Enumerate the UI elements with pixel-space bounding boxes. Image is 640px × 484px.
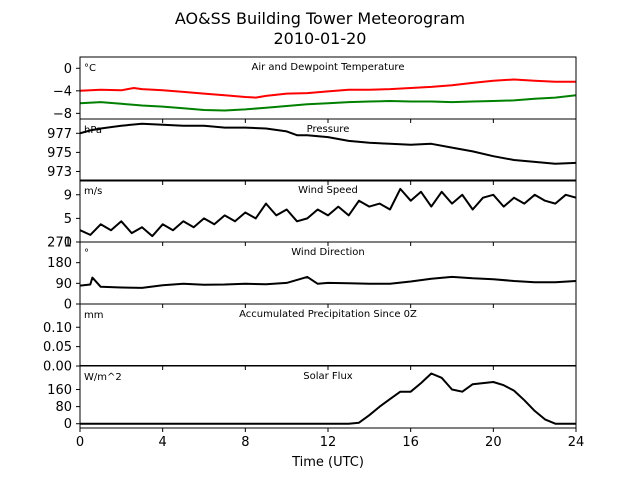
y-tick-label: 270 xyxy=(47,236,72,251)
y-tick-label: 0.05 xyxy=(43,340,72,355)
y-tick-label: −8 xyxy=(53,107,72,122)
y-tick-label: 975 xyxy=(47,146,72,161)
y-tick-label: 80 xyxy=(55,400,72,415)
y-tick-label: 160 xyxy=(47,383,72,398)
x-axis-group: 0 4 8 12 16 20 24 xyxy=(76,435,584,450)
x-tick-label: 12 xyxy=(320,435,337,450)
panel-2: 977 975 973 hPa Pressure xyxy=(47,118,577,185)
x-tick-label: 0 xyxy=(76,435,84,450)
y-tick-label: 9 xyxy=(64,188,72,203)
panel-unit-label: mm xyxy=(84,310,103,321)
panel-unit-label: W/m^2 xyxy=(84,372,122,383)
y-tick-label: 0.10 xyxy=(43,321,72,336)
y-tick-label: 977 xyxy=(47,127,72,142)
y-tick-label: 0.00 xyxy=(43,360,72,375)
series-line-1 xyxy=(80,187,576,238)
panel-1: 0 −4 −8 °C Air and Dewpoint Temperature xyxy=(53,56,577,123)
figure-title-line1: AO&SS Building Tower Meteorogram xyxy=(175,9,465,28)
panel-title: Accumulated Precipitation Since 0Z xyxy=(239,309,417,320)
y-tick-label: 1 xyxy=(64,236,72,251)
y-tick-label: −4 xyxy=(53,84,72,99)
panel-unit-label: °C xyxy=(84,63,96,74)
series-line-1 xyxy=(80,275,576,289)
series-line-1 xyxy=(80,372,576,425)
series-line-2 xyxy=(80,94,576,112)
x-tick-label: 20 xyxy=(485,435,502,450)
figure-title-line2: 2010-01-20 xyxy=(274,29,367,48)
x-tick-label: 4 xyxy=(159,435,167,450)
y-tick-label: 5 xyxy=(64,212,72,227)
panel-title: Wind Direction xyxy=(291,247,365,258)
panel-5: 0.10 0.05 0.00 mm Accumulated Precipitation … xyxy=(43,303,577,375)
x-axis-label: Time (UTC) xyxy=(291,455,364,470)
y-tick-label: 0 xyxy=(64,417,72,432)
panel-6: 160 80 0 W/m^2 Solar Flux xyxy=(47,365,577,432)
panel-title: Solar Flux xyxy=(303,371,353,382)
y-tick-label: 90 xyxy=(55,277,72,292)
x-tick-label: 24 xyxy=(568,435,585,450)
y-tick-label: 180 xyxy=(47,256,72,271)
y-tick-label: 0 xyxy=(64,298,72,313)
panel-title: Air and Dewpoint Temperature xyxy=(252,62,405,73)
y-tick-label: 0 xyxy=(64,62,72,77)
panel-title: Wind Speed xyxy=(298,185,358,196)
x-tick-label: 16 xyxy=(402,435,419,450)
panel-unit-label: m/s xyxy=(84,186,102,197)
x-tick-label: 8 xyxy=(241,435,249,450)
panel-4: 270 180 90 0 ° Wind Direction xyxy=(47,236,577,313)
series-line-1 xyxy=(80,122,576,165)
panel-title: Pressure xyxy=(307,124,350,135)
panel-3: 9 5 1 m/s Wind Speed xyxy=(64,179,577,251)
panels-group: 0−4−8°C Air and Dewpoint Temperature97797… xyxy=(43,56,577,432)
series-line-1 xyxy=(80,78,576,99)
y-tick-label: 973 xyxy=(47,165,72,180)
panel-unit-label: hPa xyxy=(84,125,102,136)
panel-unit-label: ° xyxy=(84,248,89,259)
